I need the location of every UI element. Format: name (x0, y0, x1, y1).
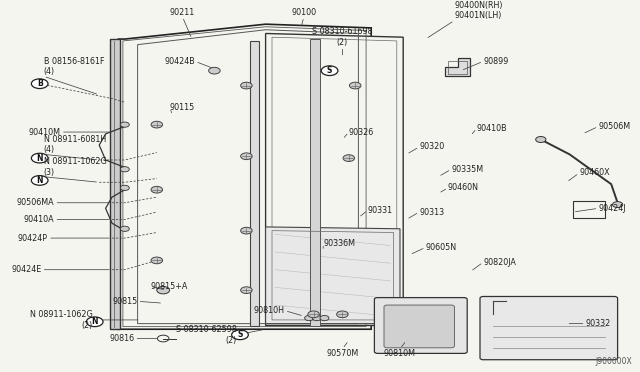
Text: 90810M: 90810M (384, 349, 416, 358)
Text: 90410M: 90410M (29, 128, 61, 137)
Circle shape (120, 167, 129, 172)
Text: B: B (37, 79, 42, 88)
Circle shape (349, 82, 361, 89)
Circle shape (151, 257, 163, 264)
Circle shape (305, 315, 314, 321)
Text: 90605N: 90605N (426, 243, 457, 252)
Text: N 08911-1062G
(3): N 08911-1062G (3) (44, 157, 106, 177)
FancyBboxPatch shape (384, 305, 454, 348)
Text: 90816: 90816 (109, 334, 134, 343)
Text: 90326: 90326 (349, 128, 374, 137)
Text: 90313: 90313 (419, 208, 444, 217)
Circle shape (120, 185, 129, 190)
Circle shape (343, 155, 355, 161)
Circle shape (241, 82, 252, 89)
Circle shape (320, 315, 329, 321)
Text: S 08310-61698
(2): S 08310-61698 (2) (312, 27, 372, 46)
Text: 90410A: 90410A (24, 215, 54, 224)
Polygon shape (266, 227, 400, 324)
Text: 90335M: 90335M (451, 165, 483, 174)
Circle shape (86, 317, 103, 327)
Text: 90815+A: 90815+A (150, 282, 188, 291)
Text: 90424E: 90424E (12, 265, 42, 274)
Polygon shape (118, 24, 371, 329)
Circle shape (612, 202, 623, 208)
Text: J900000X: J900000X (596, 357, 632, 366)
Circle shape (120, 122, 129, 127)
Circle shape (241, 153, 252, 160)
Circle shape (241, 287, 252, 294)
Text: 90424J: 90424J (598, 204, 626, 213)
Text: 90506M: 90506M (598, 122, 630, 131)
Text: N 08911-6081H
(4): N 08911-6081H (4) (44, 135, 106, 154)
Circle shape (321, 66, 338, 76)
Text: N 08911-1062G
(2): N 08911-1062G (2) (30, 310, 93, 330)
Circle shape (120, 226, 129, 231)
Text: 90820JA: 90820JA (483, 258, 516, 267)
Text: 90424P: 90424P (18, 234, 48, 243)
Text: 90810H: 90810H (254, 306, 285, 315)
Text: 90336M: 90336M (323, 239, 355, 248)
Text: N: N (92, 317, 98, 326)
Text: S: S (327, 66, 332, 75)
Text: S: S (237, 330, 243, 339)
Circle shape (31, 176, 48, 185)
FancyBboxPatch shape (480, 296, 618, 360)
Text: 90506MA: 90506MA (17, 198, 54, 207)
Text: 90115: 90115 (170, 103, 195, 112)
Text: B 08156-8161F
(4): B 08156-8161F (4) (44, 57, 104, 76)
Circle shape (241, 227, 252, 234)
Text: 90460X: 90460X (579, 169, 610, 177)
Circle shape (157, 286, 170, 294)
Circle shape (232, 330, 248, 340)
Text: 90100: 90100 (291, 8, 317, 17)
FancyBboxPatch shape (374, 298, 467, 353)
Circle shape (151, 186, 163, 193)
Text: 90815: 90815 (113, 297, 138, 306)
Text: 90410B: 90410B (477, 124, 508, 133)
Text: 90424B: 90424B (164, 57, 195, 66)
Text: 90400N(RH)
90401N(LH): 90400N(RH) 90401N(LH) (454, 1, 503, 20)
Circle shape (31, 153, 48, 163)
Circle shape (337, 311, 348, 318)
Text: N: N (36, 154, 43, 163)
Text: 90332: 90332 (586, 319, 611, 328)
Circle shape (536, 137, 546, 142)
Circle shape (31, 79, 48, 89)
Text: 90331: 90331 (368, 206, 393, 215)
Polygon shape (310, 39, 320, 326)
Text: 90899: 90899 (483, 57, 509, 66)
Text: 90570M: 90570M (326, 349, 358, 358)
Polygon shape (250, 41, 259, 326)
Text: 90460N: 90460N (448, 183, 479, 192)
Circle shape (209, 67, 220, 74)
Text: S 08310-62598
(2): S 08310-62598 (2) (176, 325, 237, 344)
Text: N: N (36, 176, 43, 185)
Text: 90211: 90211 (170, 8, 195, 17)
Polygon shape (445, 58, 470, 76)
Circle shape (151, 121, 163, 128)
Circle shape (312, 315, 321, 321)
Circle shape (308, 311, 319, 318)
Polygon shape (266, 33, 403, 326)
Polygon shape (110, 39, 120, 329)
Text: 90320: 90320 (419, 142, 444, 151)
